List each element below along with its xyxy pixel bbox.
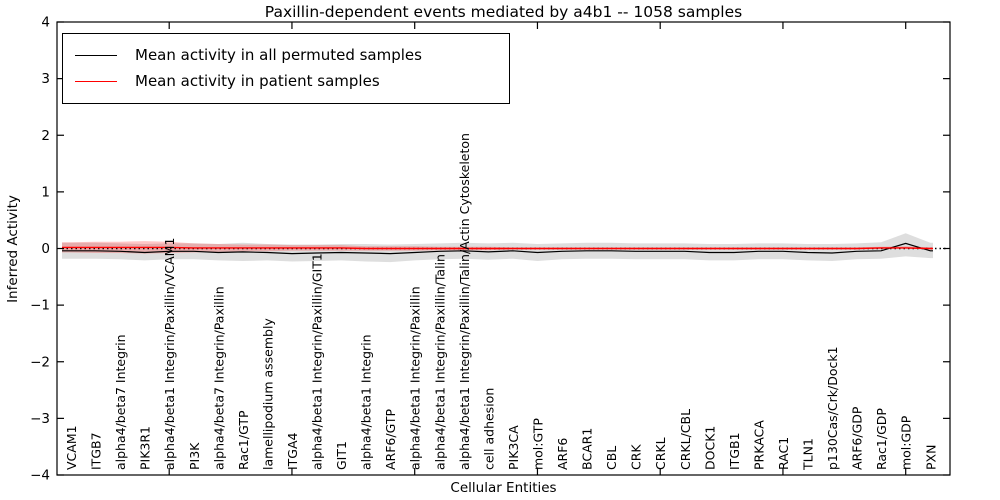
y-tick-label: −1 (30, 298, 50, 314)
y-tick-label: −4 (30, 468, 50, 484)
x-category-label: mol:GTP (530, 418, 545, 470)
x-category-label: p130Cas/Crk/Dock1 (825, 346, 840, 470)
y-tick-label: −3 (30, 411, 50, 427)
x-category-label: TLN1 (801, 438, 816, 471)
x-category-label: PIK3CA (506, 425, 521, 470)
x-category-label: CRKL/CBL (678, 409, 693, 470)
x-category-label: alpha4/beta7 Integrin (113, 334, 128, 470)
x-category-label: PRKACA (751, 420, 766, 470)
x-category-label: alpha4/beta1 Integrin/Paxillin (408, 286, 423, 470)
legend-label: Mean activity in all permuted samples (135, 46, 422, 64)
x-category-label: ITGA4 (285, 432, 300, 470)
legend-entry-patient: Mean activity in patient samples (75, 68, 499, 94)
x-category-label: Rac1/GTP (236, 410, 251, 470)
x-category-label: mol:GDP (899, 415, 914, 470)
legend-line-sample-black (75, 54, 117, 56)
permuted-confidence-band (62, 233, 933, 263)
x-category-label: ARF6/GTP (383, 409, 398, 470)
x-category-label: CRKL (653, 437, 668, 470)
chart-title: Paxillin-dependent events mediated by a4… (264, 3, 743, 21)
y-tick-label: 3 (41, 71, 50, 87)
x-category-label: GIT1 (334, 441, 349, 470)
y-tick-label: −2 (30, 354, 50, 370)
legend-entry-permuted: Mean activity in all permuted samples (75, 42, 499, 68)
x-axis-label: Cellular Entities (450, 480, 557, 496)
x-category-label: alpha4/beta1 Integrin/Paxillin/Talin/Act… (457, 133, 472, 470)
x-category-label: Rac1/GDP (874, 408, 889, 470)
x-category-label: DOCK1 (702, 426, 717, 470)
x-category-label: alpha4/beta7 Integrin/Paxillin (211, 286, 226, 470)
x-category-label: alpha4/beta1 Integrin/Paxillin/GIT1 (310, 253, 325, 470)
x-category-label: alpha4/beta1 Integrin/Paxillin/VCAM1 (162, 238, 177, 470)
x-category-label: ITGB1 (727, 432, 742, 470)
permuted-mean-line (62, 242, 933, 255)
x-category-label: CBL (604, 446, 619, 470)
patient-confidence-band (62, 241, 933, 254)
x-category-label: PIK3R1 (138, 426, 153, 470)
y-tick-label: 1 (41, 184, 50, 200)
x-category-label: BCAR1 (580, 428, 595, 470)
legend-line-sample-red (75, 80, 117, 82)
x-category-label: alpha4/beta1 Integrin (359, 334, 374, 470)
y-axis-label: Inferred Activity (5, 195, 21, 303)
x-category-label: alpha4/beta1 Integrin/Paxillin/Talin (432, 254, 447, 470)
x-category-label: lamellipodium assembly (260, 318, 275, 470)
x-category-label: VCAM1 (64, 425, 79, 470)
x-category-label: PXN (923, 445, 938, 470)
x-category-label: ITGB7 (89, 432, 104, 470)
patient-mean-line (62, 246, 933, 250)
legend-label: Mean activity in patient samples (135, 72, 380, 90)
x-category-label: PI3K (187, 442, 202, 470)
x-category-label: cell adhesion (481, 388, 496, 470)
legend: Mean activity in all permuted samples Me… (62, 33, 510, 104)
y-tick-label: 0 (41, 241, 50, 257)
y-tick-label: 2 (41, 128, 50, 144)
x-category-label: ARF6 (555, 438, 570, 470)
x-category-label: ARF6/GDP (850, 406, 865, 470)
x-category-label: CRK (629, 444, 644, 470)
x-category-label: RAC1 (776, 437, 791, 470)
y-tick-label: 4 (41, 15, 50, 31)
